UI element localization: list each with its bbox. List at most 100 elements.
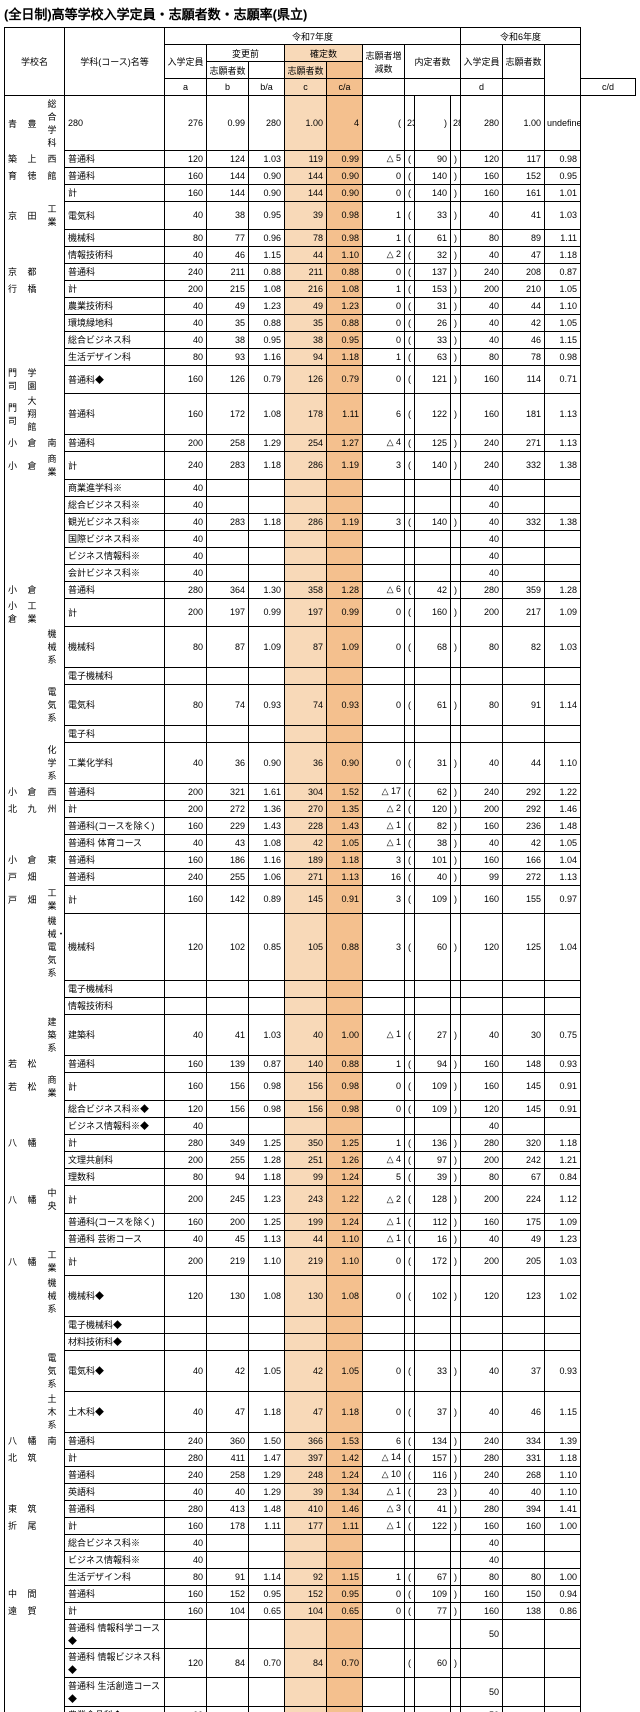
cell: ( xyxy=(405,1072,415,1100)
cell: 280 xyxy=(165,581,207,598)
cell: 80 xyxy=(165,626,207,667)
cell: 42 xyxy=(503,834,545,851)
table-row: 観光ビジネス科※402831.182861.193(140)403321.38 xyxy=(5,513,636,530)
cell: 124 xyxy=(207,150,249,167)
cell: 40 xyxy=(461,742,503,783)
cell: 西 xyxy=(45,150,65,167)
cell: ( xyxy=(405,913,415,980)
cell: ( xyxy=(405,581,415,598)
cell xyxy=(285,1677,327,1706)
cell: 87 xyxy=(207,626,249,667)
cell xyxy=(363,547,405,564)
cell: 60 xyxy=(165,1706,207,1712)
cell: 121 xyxy=(415,365,451,393)
cell xyxy=(363,1316,405,1333)
cell: 普通科 xyxy=(65,393,165,434)
cell xyxy=(285,530,327,547)
cell: 小倉 xyxy=(5,598,25,626)
cell: 140 xyxy=(415,451,451,479)
cell xyxy=(45,1500,65,1517)
cell: △ 1 xyxy=(363,1230,405,1247)
cell: 0.65 xyxy=(249,1602,285,1619)
hdr-cd: c/d xyxy=(581,79,636,96)
cell xyxy=(25,331,45,348)
cell: 160 xyxy=(461,1602,503,1619)
cell: 畑 xyxy=(25,885,45,913)
cell xyxy=(5,1568,25,1585)
cell: 計 xyxy=(65,1185,165,1213)
cell: △ 3 xyxy=(363,1500,405,1517)
cell: 農業技術科 xyxy=(65,297,165,314)
cell: 63 xyxy=(415,348,451,365)
cell: 1.25 xyxy=(249,1134,285,1151)
cell: 35 xyxy=(285,314,327,331)
cell xyxy=(5,530,25,547)
cell: 119 xyxy=(285,150,327,167)
cell: 1.01 xyxy=(545,184,581,201)
cell: 40 xyxy=(165,1117,207,1134)
cell: 200 xyxy=(165,280,207,297)
table-row: 戸畑普通科2402551.062711.1316(40)992721.13 xyxy=(5,868,636,885)
cell xyxy=(25,684,45,725)
cell: 321 xyxy=(207,783,249,800)
cell: 160 xyxy=(461,851,503,868)
cell: ( xyxy=(405,513,415,530)
cell: 156 xyxy=(285,1072,327,1100)
cell: ( xyxy=(405,817,415,834)
cell: 1.00 xyxy=(503,96,545,151)
cell: ) xyxy=(451,885,461,913)
table-row: ビジネス情報科※4040 xyxy=(5,1551,636,1568)
cell: 217 xyxy=(503,598,545,626)
cell: 138 xyxy=(503,1602,545,1619)
cell: 120 xyxy=(165,1100,207,1117)
cell: 40 xyxy=(165,1534,207,1551)
cell: 125 xyxy=(415,434,451,451)
cell: 160 xyxy=(461,365,503,393)
cell: 小 xyxy=(5,451,25,479)
cell: ( xyxy=(405,314,415,331)
cell xyxy=(363,1551,405,1568)
cell: 北 xyxy=(5,1449,25,1466)
cell: 31 xyxy=(415,742,451,783)
cell xyxy=(5,1117,25,1134)
cell: 3 xyxy=(363,913,405,980)
cell xyxy=(5,742,25,783)
cell: ) xyxy=(451,834,461,851)
cell: △ 1 xyxy=(363,1517,405,1534)
cell xyxy=(25,817,45,834)
cell: ( xyxy=(405,1391,415,1432)
cell: 幡 xyxy=(25,1134,45,1151)
cell: 40 xyxy=(503,1483,545,1500)
cell: ) xyxy=(451,263,461,280)
cell xyxy=(25,1391,45,1432)
cell: 280 xyxy=(165,1134,207,1151)
cell: ( xyxy=(405,184,415,201)
cell: 3 xyxy=(363,451,405,479)
cell: 倉 xyxy=(25,851,45,868)
cell xyxy=(545,479,581,496)
cell xyxy=(545,980,581,997)
cell: 224 xyxy=(503,1185,545,1213)
cell xyxy=(5,1230,25,1247)
cell: 普通科 xyxy=(65,434,165,451)
cell: 1.18 xyxy=(249,1168,285,1185)
cell: ( xyxy=(405,783,415,800)
cell: 39 xyxy=(415,1168,451,1185)
cell xyxy=(363,1534,405,1551)
cell: 40 xyxy=(461,1230,503,1247)
table-row: 生活デザイン科80931.16941.181(63)80780.98 xyxy=(5,348,636,365)
cell xyxy=(415,1534,451,1551)
cell xyxy=(327,997,363,1014)
cell: ( xyxy=(405,167,415,184)
cell: 41 xyxy=(503,201,545,229)
cell: 240 xyxy=(461,263,503,280)
cell: 142 xyxy=(207,885,249,913)
cell: 材料技術科◆ xyxy=(65,1333,165,1350)
cell: 機械科 xyxy=(65,626,165,667)
cell: 40 xyxy=(207,1483,249,1500)
cell: 280 xyxy=(461,581,503,598)
cell xyxy=(25,1333,45,1350)
cell: 計 xyxy=(65,1449,165,1466)
cell xyxy=(461,1316,503,1333)
cell xyxy=(5,1014,25,1055)
